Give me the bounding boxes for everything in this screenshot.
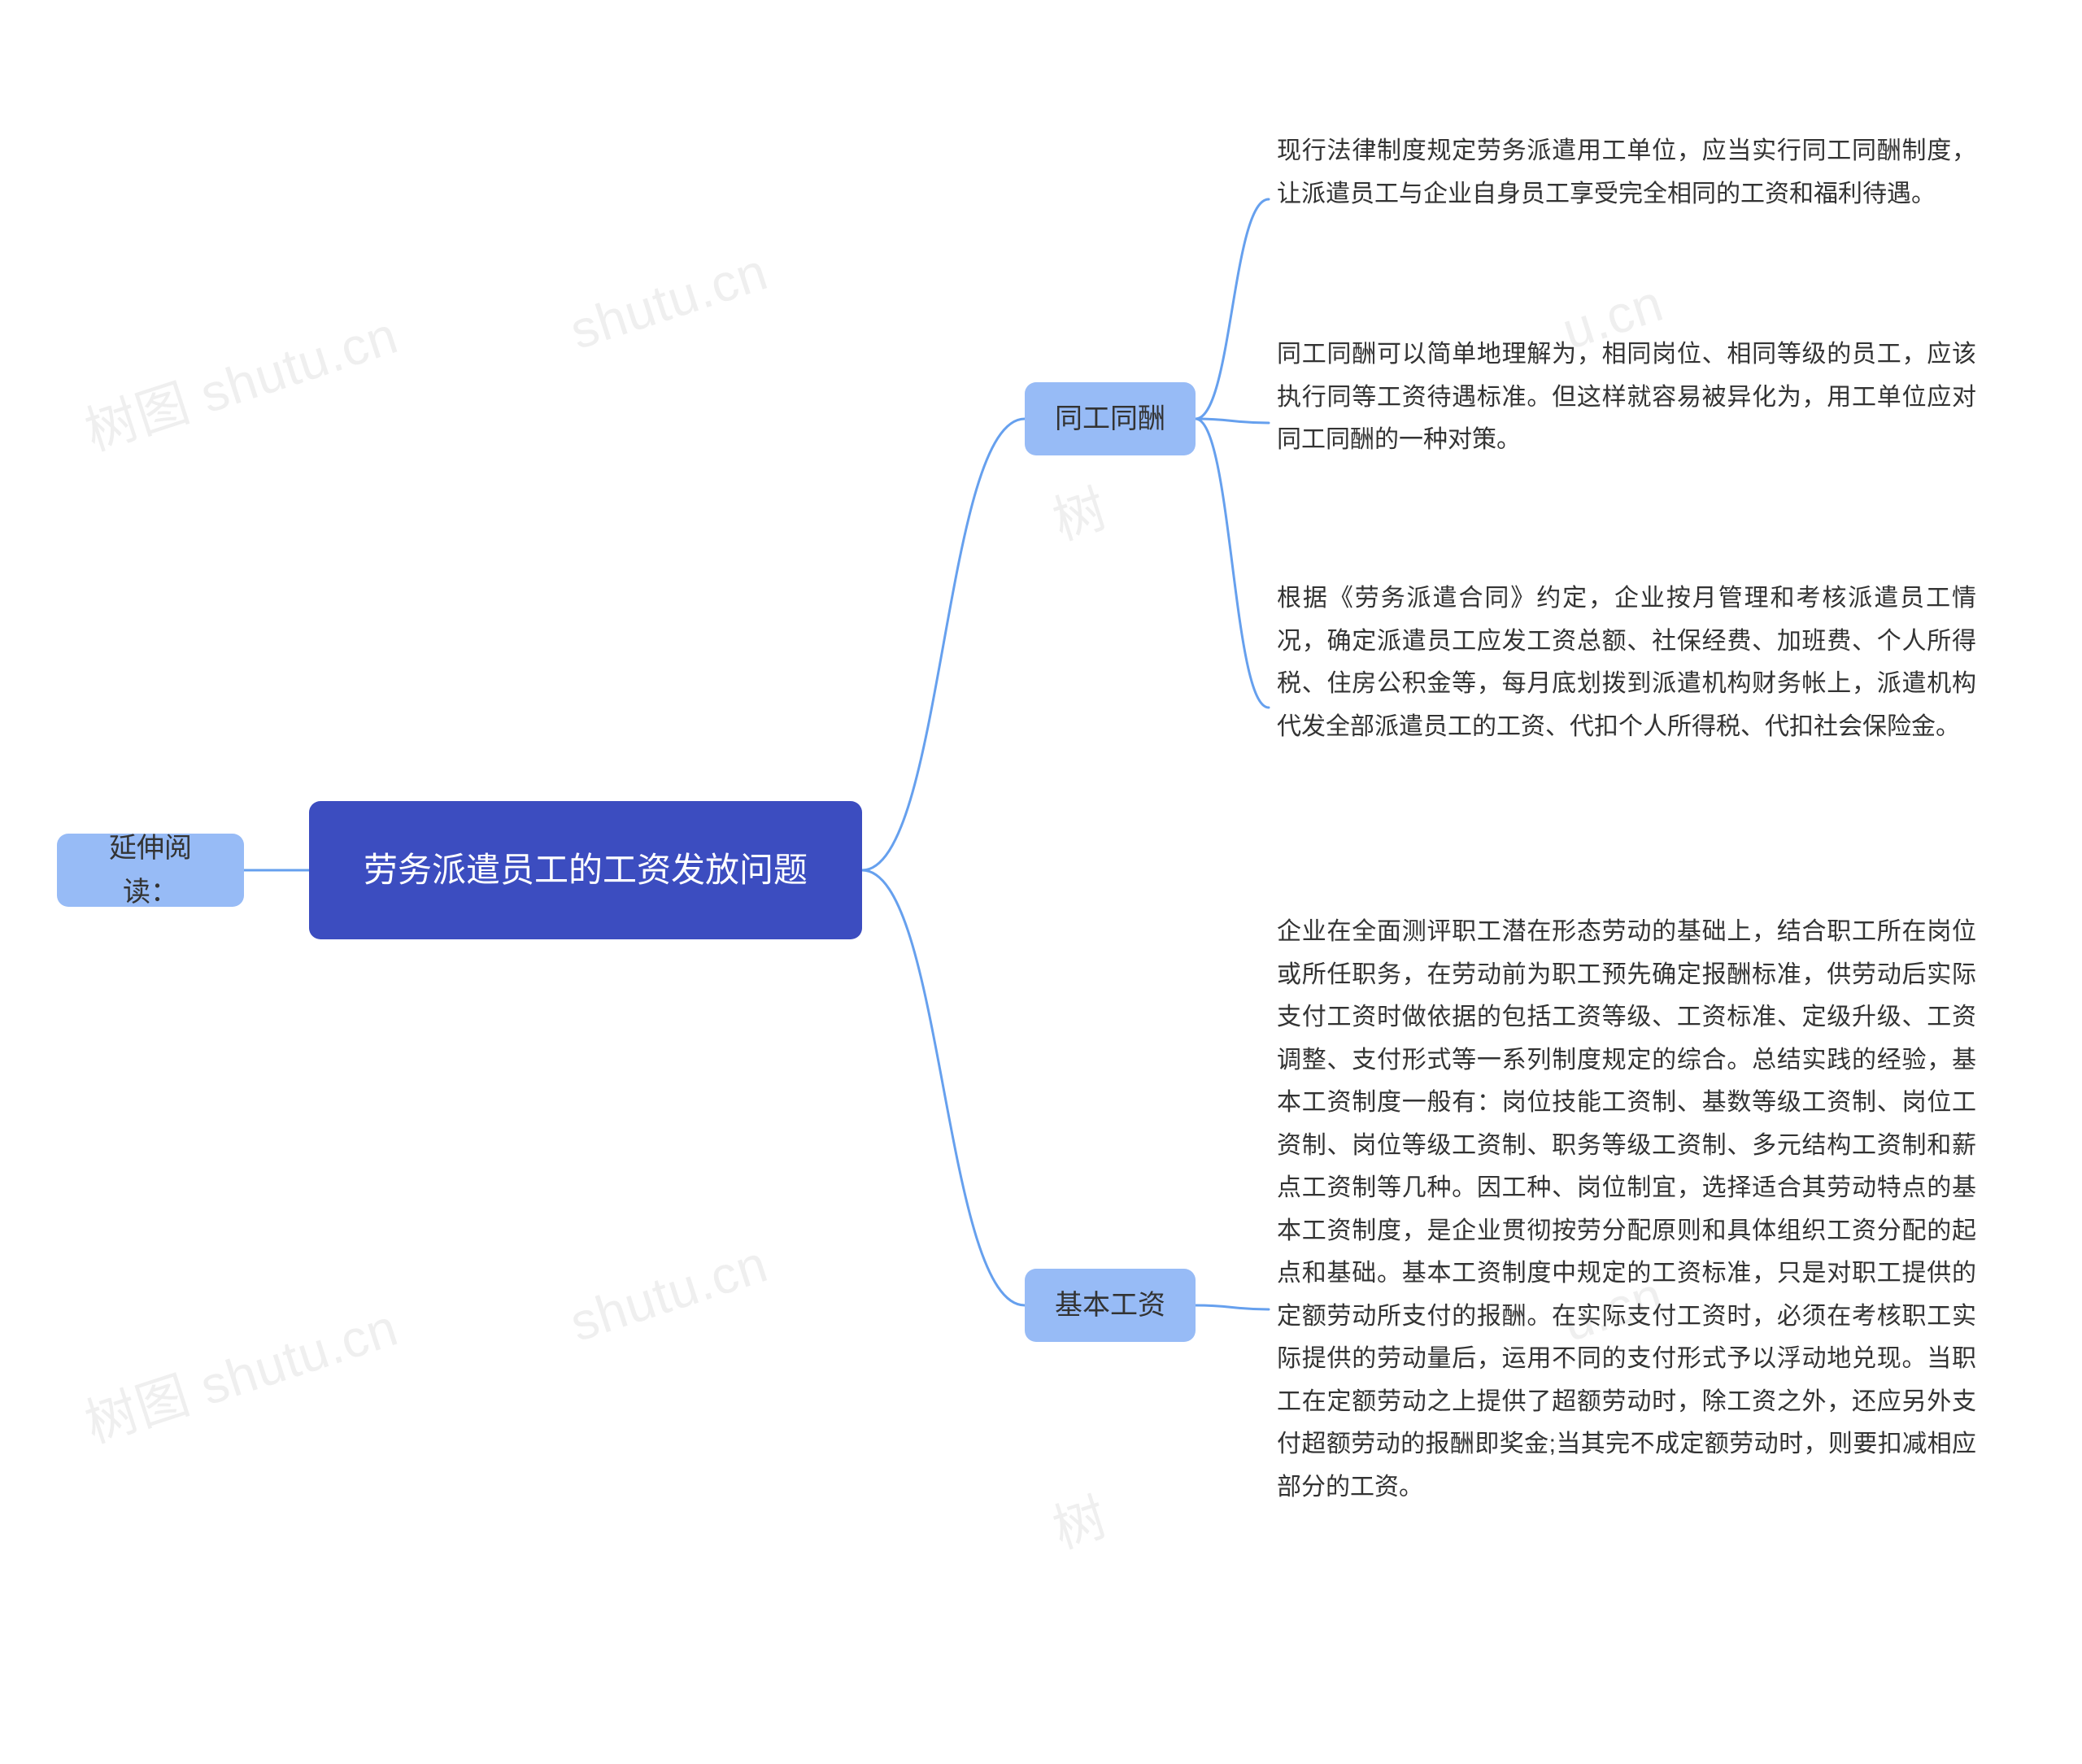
category-node-cat2: 基本工资 — [1025, 1269, 1196, 1342]
category-label: 基本工资 — [1055, 1283, 1165, 1327]
leaf-text-l3: 根据《劳务派遣合同》约定，企业按月管理和考核派遣员工情况，确定派遣员工应发工资总… — [1277, 577, 1976, 748]
category-node-cat1: 同工同酬 — [1025, 382, 1196, 455]
root-node: 劳务派遣员工的工资发放问题 — [309, 801, 862, 939]
left-branch-label: 延伸阅读： — [83, 826, 218, 915]
watermark: 树 — [1043, 1475, 1116, 1563]
leaf-text-l4: 企业在全面测评职工潜在形态劳动的基础上，结合职工所在岗位或所任职务，在劳动前为职… — [1277, 911, 1976, 1509]
root-label: 劳务派遣员工的工资发放问题 — [364, 843, 808, 897]
watermark: shutu.cn — [563, 1233, 775, 1353]
leaf-text-l2: 同工同酬可以简单地理解为，相同岗位、相同等级的员工，应该执行同等工资待遇标准。但… — [1277, 333, 1976, 462]
watermark: 树图 shutu.cn — [75, 1286, 407, 1457]
leaf-text-l1: 现行法律制度规定劳务派遣用工单位，应当实行同工同酬制度，让派遣员工与企业自身员工… — [1277, 130, 1976, 216]
watermark: 树图 shutu.cn — [75, 294, 407, 465]
category-label: 同工同酬 — [1055, 397, 1165, 441]
watermark: shutu.cn — [563, 241, 775, 361]
watermark: 树 — [1043, 467, 1116, 555]
left-branch-node: 延伸阅读： — [57, 834, 244, 907]
